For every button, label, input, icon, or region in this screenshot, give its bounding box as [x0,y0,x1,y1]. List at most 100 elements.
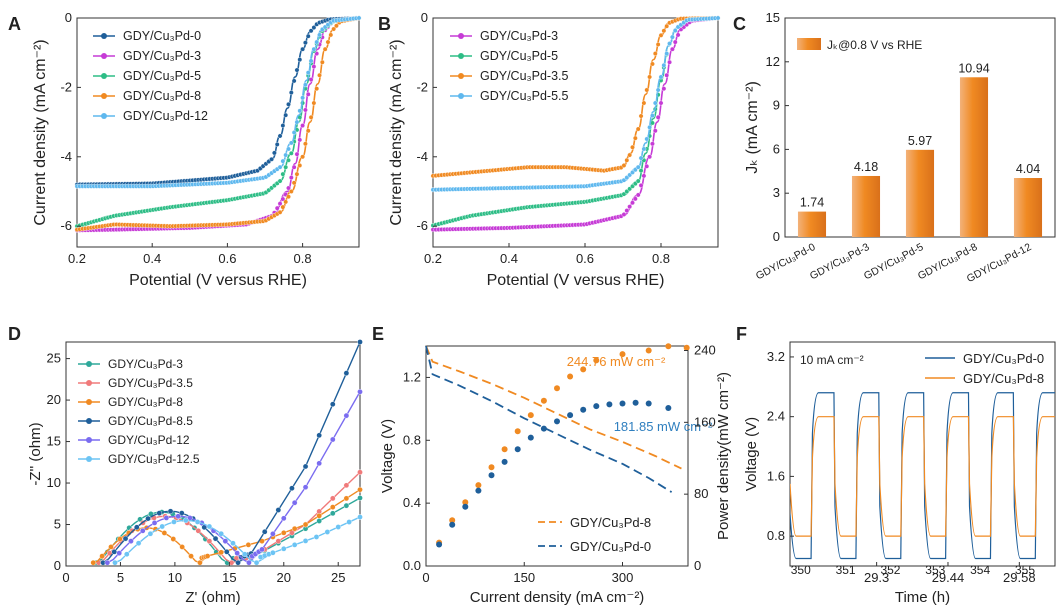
data-point [302,463,309,470]
cycle-label: 351 [836,563,856,577]
data-point [274,205,280,211]
x-axis-title: Potential (V versus RHE) [129,272,307,289]
y-axis-title: Voltage (V) [743,417,760,491]
series-line [76,17,360,232]
data-point [280,515,287,522]
data-point [212,535,219,542]
data-point [291,542,298,548]
data-point [652,51,658,56]
data-point [661,86,667,92]
axis-E-right-ytick-label: 160 [694,414,716,429]
axis-B-ytick-label: -4 [416,149,428,164]
power-point [619,400,626,407]
data-point [638,168,644,174]
series-D-2 [90,486,363,566]
data-point [286,194,291,200]
data-point [655,42,661,47]
data-point [218,530,224,537]
data-point [259,546,265,553]
data-point [658,100,664,106]
power-point [593,403,600,410]
data-point [647,124,652,130]
power-point [462,503,469,510]
data-point [133,524,140,531]
data-point [357,469,363,476]
legend-entry: GDY/Cu₃Pd-8 [570,515,651,530]
axis-C-ytick-label: 3 [773,185,780,200]
legend-entry: GDY/Cu₃Pd-3.5 [480,69,569,83]
data-point [277,164,283,170]
series-F-0 [790,392,1055,560]
data-point [294,151,300,157]
axis-B-ytick-label: -2 [416,79,428,94]
data-point [644,87,650,93]
bar [905,149,935,237]
data-point [197,559,203,566]
data-point [235,559,241,566]
data-point [343,502,350,509]
data-point [329,436,336,443]
panel-F: GDY/Cu₃Pd-0 GDY/Cu₃Pd-8 350 351 352 353 354 355… [743,341,1056,606]
axis-D-xtick-label: 5 [117,570,124,585]
axis-C-ytick-label: 12 [766,54,780,69]
data-point [635,178,641,184]
series-line [114,516,361,564]
axis-B-xtick-label: 0.6 [576,251,594,266]
data-point [280,196,286,202]
axis-A-xtick-label: 0.6 [218,251,236,266]
series-A-4 [74,15,362,189]
data-point [305,70,311,76]
y-axis-title: -Z'' (ohm) [27,422,44,485]
axis-A-ytick-label: -4 [60,149,72,164]
current-annotation: 10 mA cm⁻² [800,353,864,367]
data-point [245,542,252,548]
data-point [297,137,303,143]
axis-F-ytick-label: 1.6 [767,468,785,483]
data-point [303,141,308,147]
data-point [206,523,213,530]
data-point [638,155,644,161]
axis-C-ytick-label: 6 [773,141,780,156]
max-power-annotation-8: 244.76 mW cm⁻² [567,354,666,369]
data-point [294,171,300,177]
series-D-5 [112,514,363,566]
data-point [99,553,105,559]
data-point [111,549,118,555]
legend-entry: GDY/Cu₃Pd-12 [123,109,208,123]
data-point [317,32,322,38]
data-point [241,551,248,557]
data-point [661,28,667,34]
series-B-2 [430,15,721,179]
data-point [334,23,339,29]
axis-A-ytick-label: -2 [60,79,72,94]
panel-F-frame [789,341,1056,567]
data-point [329,495,336,502]
power-point [488,472,495,479]
data-point [357,486,363,493]
power-point [593,357,600,364]
data-point [655,87,661,93]
data-point [230,540,236,546]
bar-value-label: 4.04 [1016,162,1040,176]
data-point [658,32,664,38]
legend-marker [86,361,92,367]
data-point [638,113,644,119]
data-point [286,157,291,163]
axis-A-ytick-label: -6 [60,218,72,233]
data-point [343,370,350,376]
data-point [223,549,230,555]
data-point [328,32,334,38]
data-point [357,339,363,345]
data-point [297,163,303,168]
x-axis-title: Potential (V versus RHE) [487,272,665,289]
data-point [222,538,229,544]
legend-marker [458,73,464,79]
y-axis-title: Jₖ (mA cm⁻²) [744,81,761,174]
power-point [580,406,587,413]
data-point [145,515,151,522]
axis-D-ytick-label: 15 [47,434,61,449]
data-point [325,39,331,45]
axis-D-ytick-label: 5 [54,517,61,532]
data-point [291,164,297,170]
data-point [283,199,289,205]
